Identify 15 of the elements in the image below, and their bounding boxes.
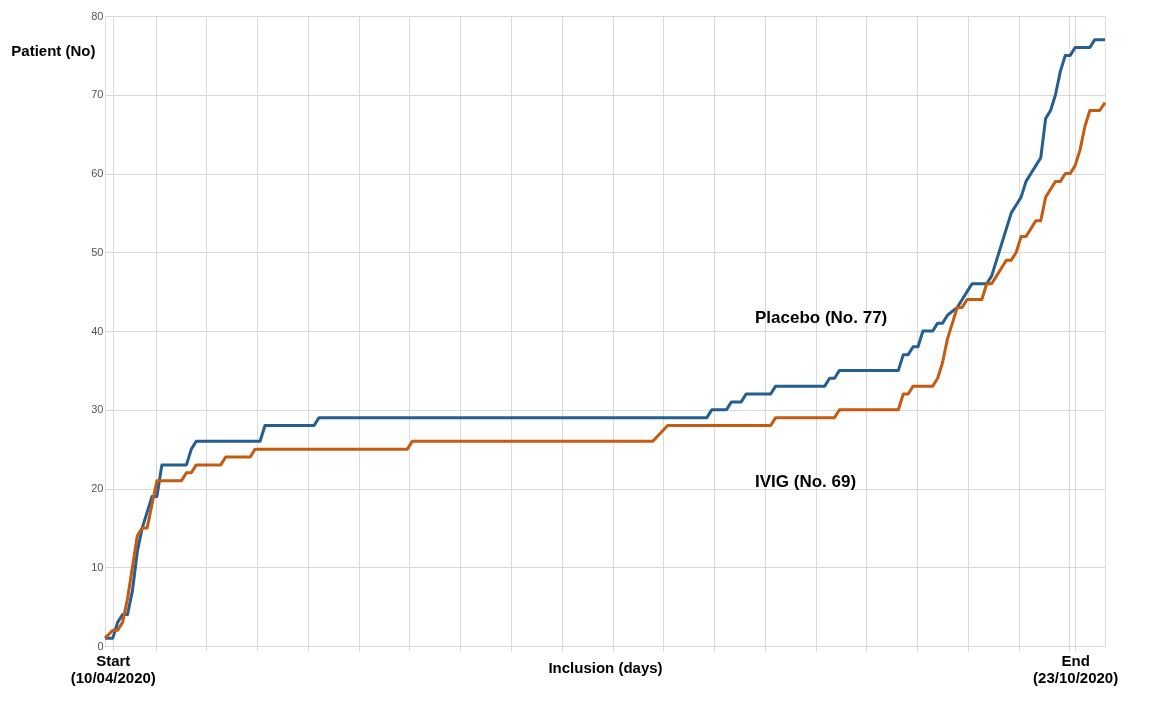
text: IVIG (No. 69)	[755, 472, 857, 492]
y-tick-label: 20	[91, 482, 104, 494]
y-tick-label: 30	[91, 403, 104, 416]
y-tick-label: 60	[91, 167, 104, 179]
y-tick-label: 70	[91, 88, 104, 101]
y-tick-label: 0	[97, 639, 104, 652]
y-tick-label: 80	[91, 9, 104, 22]
y-tick-label: 50	[91, 245, 104, 258]
y-axis-title: Patient (No)	[11, 41, 96, 59]
x-tick-label: Start (10/04/2020)	[70, 651, 156, 686]
x-axis-title: Inclusion (days)	[548, 658, 663, 676]
series-label: Placebo (No. 77)	[755, 308, 888, 328]
y-tick-label: 10	[91, 560, 104, 573]
y-tick-label: 40	[91, 324, 104, 337]
x-tick-label: End (23/10/2020)	[1033, 651, 1119, 686]
